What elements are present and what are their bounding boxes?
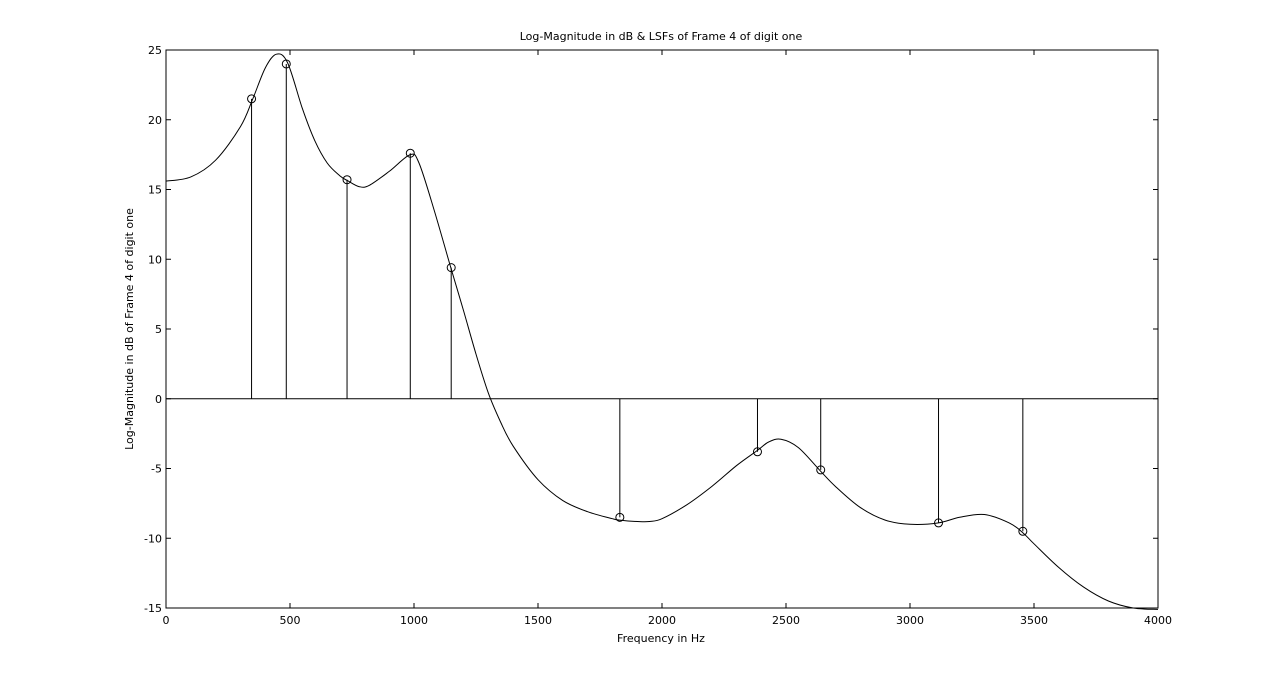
y-tick-label: 0 [155,393,162,406]
y-tick-label: 25 [148,44,162,57]
lsf-stems [251,63,1024,532]
lsf-marker [281,59,291,69]
x-tick-label: 1000 [400,614,428,627]
y-axis-label: Log-Magnitude in dB of Frame 4 of digit … [123,208,136,450]
y-tick-label: 20 [148,114,162,127]
lsf-marker [342,175,352,185]
axes-box [165,49,1159,609]
x-tick-label: 1500 [524,614,552,627]
lsf-marker [446,263,456,273]
log-magnitude-curve-group [165,53,1159,610]
x-tick-label: 2500 [772,614,800,627]
y-tick-label: 10 [148,253,162,266]
x-tick-label: 3000 [896,614,924,627]
y-tick-label: -5 [151,463,162,476]
x-axis-ticks: 0 500 1000 1500 2000 2500 3000 3500 4000 [163,50,1172,627]
y-tick-label: -10 [144,532,162,545]
y-tick-label: 5 [155,323,162,336]
lsf-marker [1018,526,1028,536]
lsf-markers [247,59,1028,536]
lsf-marker [816,465,826,475]
x-tick-label: 3500 [1020,614,1048,627]
x-tick-label: 2000 [648,614,676,627]
lsf-marker [934,518,944,528]
x-axis-label: Frequency in Hz [617,632,705,645]
chart-title: Log-Magnitude in dB & LSFs of Frame 4 of… [520,30,803,43]
x-tick-label: 0 [163,614,170,627]
lsf-marker [405,148,415,158]
lsf-marker [615,512,625,522]
y-axis-ticks: -15 -10 -5 0 5 10 15 20 25 [144,44,1158,615]
plot-area [165,49,1159,609]
y-tick-label: -15 [144,602,162,615]
y-tick-label: 15 [148,184,162,197]
lsf-marker [752,447,762,457]
x-tick-label: 500 [280,614,301,627]
log-magnitude-curve [165,53,1159,610]
lsf-marker [247,94,257,104]
x-tick-label: 4000 [1144,614,1172,627]
